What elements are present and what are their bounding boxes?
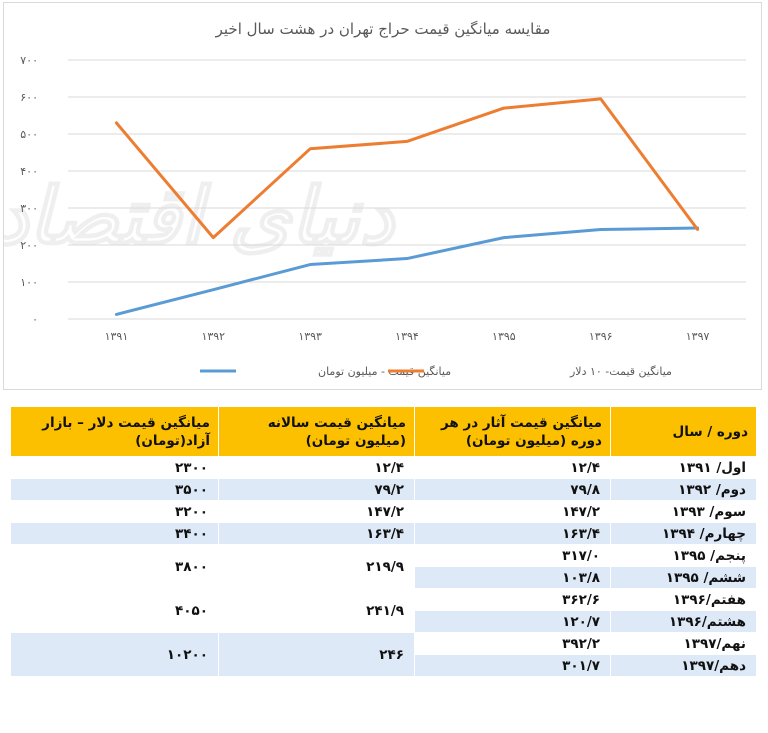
- period-average-cell: ۳۶۲/۶: [414, 588, 611, 611]
- column-header-period: دوره / سال: [610, 406, 757, 457]
- table-header-row: دوره / سال میانگین قیمت آثار در هر دوره …: [10, 406, 757, 457]
- period-cell: هشتم/۱۳۹۶: [610, 610, 757, 633]
- period-cell: چهارم/ ۱۳۹۴: [610, 522, 757, 545]
- period-cell: اول/ ۱۳۹۱: [610, 456, 757, 479]
- table-row: دهم/۱۳۹۷ ۳۰۱/۷: [11, 654, 757, 677]
- period-average-cell: ۳۱۷/۰: [414, 544, 611, 567]
- watermark-text: دنیای اقتصاد: [4, 172, 397, 262]
- y-tick-label: ۶۰۰: [20, 91, 38, 104]
- table-row: هفتم/۱۳۹۶ ۳۶۲/۶ ۲۴۱/۹ ۴۰۵۰: [10, 588, 757, 633]
- yearly-average-cell: ۲۱۹/۹: [218, 544, 415, 589]
- period-cell: دوم/ ۱۳۹۲: [610, 478, 757, 501]
- column-header-period-average: میانگین قیمت آثار در هر دوره (میلیون توم…: [414, 406, 611, 457]
- period-cell: ششم/ ۱۳۹۵: [610, 566, 757, 589]
- yearly-average-cell: ۱۴۷/۲: [218, 500, 415, 523]
- y-tick-label: ۱۰۰: [20, 276, 38, 289]
- yearly-average-cell: ۱۲/۴: [218, 456, 415, 479]
- legend-label-2: میانگین قیمت- ۱۰ دلار: [569, 365, 672, 378]
- column-header-yearly-average: میانگین قیمت سالانه (میلیون تومان): [218, 406, 415, 457]
- table-row: ششم/ ۱۳۹۵ ۱۰۳/۸: [11, 566, 757, 589]
- y-tick-label: ۳۰۰: [20, 202, 38, 215]
- x-tick-label: ۱۳۹۵: [492, 330, 516, 343]
- dollar-price-cell: ۲۳۰۰: [10, 456, 219, 479]
- y-tick-label: ۰: [32, 313, 38, 326]
- auction-data-table: دوره / سال میانگین قیمت آثار در هر دوره …: [10, 406, 757, 677]
- series-line-1: [114, 226, 700, 316]
- dollar-price-cell: ۴۰۵۰: [10, 588, 219, 633]
- x-tick-label: ۱۳۹۳: [298, 330, 322, 343]
- period-average-cell: ۱۲۰/۷: [414, 610, 611, 633]
- legend-label-1: میانگین قیمت - میلیون تومان: [318, 365, 451, 378]
- period-cell: سوم/ ۱۳۹۳: [610, 500, 757, 523]
- x-tick-label: ۱۳۹۲: [201, 330, 225, 343]
- period-cell: نهم/۱۳۹۷: [610, 632, 757, 655]
- dollar-price-cell: ۳۵۰۰: [10, 478, 219, 501]
- period-cell: دهم/۱۳۹۷: [610, 654, 757, 677]
- y-tick-label: ۵۰۰: [20, 128, 38, 141]
- table-row: اول/ ۱۳۹۱ ۱۲/۴ ۱۲/۴ ۲۳۰۰: [10, 456, 757, 479]
- table-row: چهارم/ ۱۳۹۴ ۱۶۳/۴ ۱۶۳/۴ ۳۴۰۰: [10, 522, 757, 545]
- y-tick-label: ۷۰۰: [20, 54, 38, 67]
- period-cell: پنجم/ ۱۳۹۵: [610, 544, 757, 567]
- table-row: سوم/ ۱۳۹۳ ۱۴۷/۲ ۱۴۷/۲ ۳۲۰۰: [10, 500, 757, 523]
- yearly-average-cell: ۲۴۶: [218, 632, 415, 677]
- period-average-cell: ۱۲/۴: [414, 456, 611, 479]
- yearly-average-cell: ۱۶۳/۴: [218, 522, 415, 545]
- chart-legend: میانگین قیمت - میلیون تومان میانگین قیمت-…: [200, 365, 672, 378]
- watermark-logo: دنیای اقتصاد: [4, 171, 398, 263]
- period-average-cell: ۱۰۳/۸: [414, 566, 611, 589]
- x-tick-label: ۱۳۹۱: [105, 330, 129, 343]
- chart-title: مقایسه میانگین قیمت حراج تهران در هشت سا…: [215, 20, 551, 39]
- x-tick-label: ۱۳۹۴: [395, 330, 419, 343]
- dollar-price-cell: ۱۰۲۰۰: [10, 632, 219, 677]
- series-line-2: [114, 97, 700, 240]
- chart-panel: مقایسه میانگین قیمت حراج تهران در هشت سا…: [3, 2, 762, 390]
- dollar-price-cell: ۳۸۰۰: [10, 544, 219, 589]
- period-average-cell: ۷۹/۸: [414, 478, 611, 501]
- y-tick-label: ۲۰۰: [20, 239, 38, 252]
- line-chart: مقایسه میانگین قیمت حراج تهران در هشت سا…: [4, 20, 746, 378]
- period-average-cell: ۱۴۷/۲: [414, 500, 611, 523]
- x-tick-label: ۱۳۹۷: [686, 330, 710, 343]
- period-cell: هفتم/۱۳۹۶: [610, 588, 757, 611]
- column-header-dollar-price: میانگین قیمت دلار – بازار آزاد(تومان): [10, 406, 219, 457]
- period-average-cell: ۳۰۱/۷: [414, 654, 611, 677]
- table-row: نهم/۱۳۹۷ ۳۹۲/۲ ۲۴۶ ۱۰۲۰۰: [10, 632, 757, 677]
- dollar-price-cell: ۳۴۰۰: [10, 522, 219, 545]
- dollar-price-cell: ۳۲۰۰: [10, 500, 219, 523]
- table-row: دوم/ ۱۳۹۲ ۷۹/۸ ۷۹/۲ ۳۵۰۰: [10, 478, 757, 501]
- yearly-average-cell: ۲۴۱/۹: [218, 588, 415, 633]
- y-tick-label: ۴۰۰: [20, 165, 38, 178]
- table-row: پنجم/ ۱۳۹۵ ۳۱۷/۰ ۲۱۹/۹ ۳۸۰۰: [10, 544, 757, 589]
- yearly-average-cell: ۷۹/۲: [218, 478, 415, 501]
- period-average-cell: ۱۶۳/۴: [414, 522, 611, 545]
- x-tick-label: ۱۳۹۶: [589, 330, 613, 343]
- period-average-cell: ۳۹۲/۲: [414, 632, 611, 655]
